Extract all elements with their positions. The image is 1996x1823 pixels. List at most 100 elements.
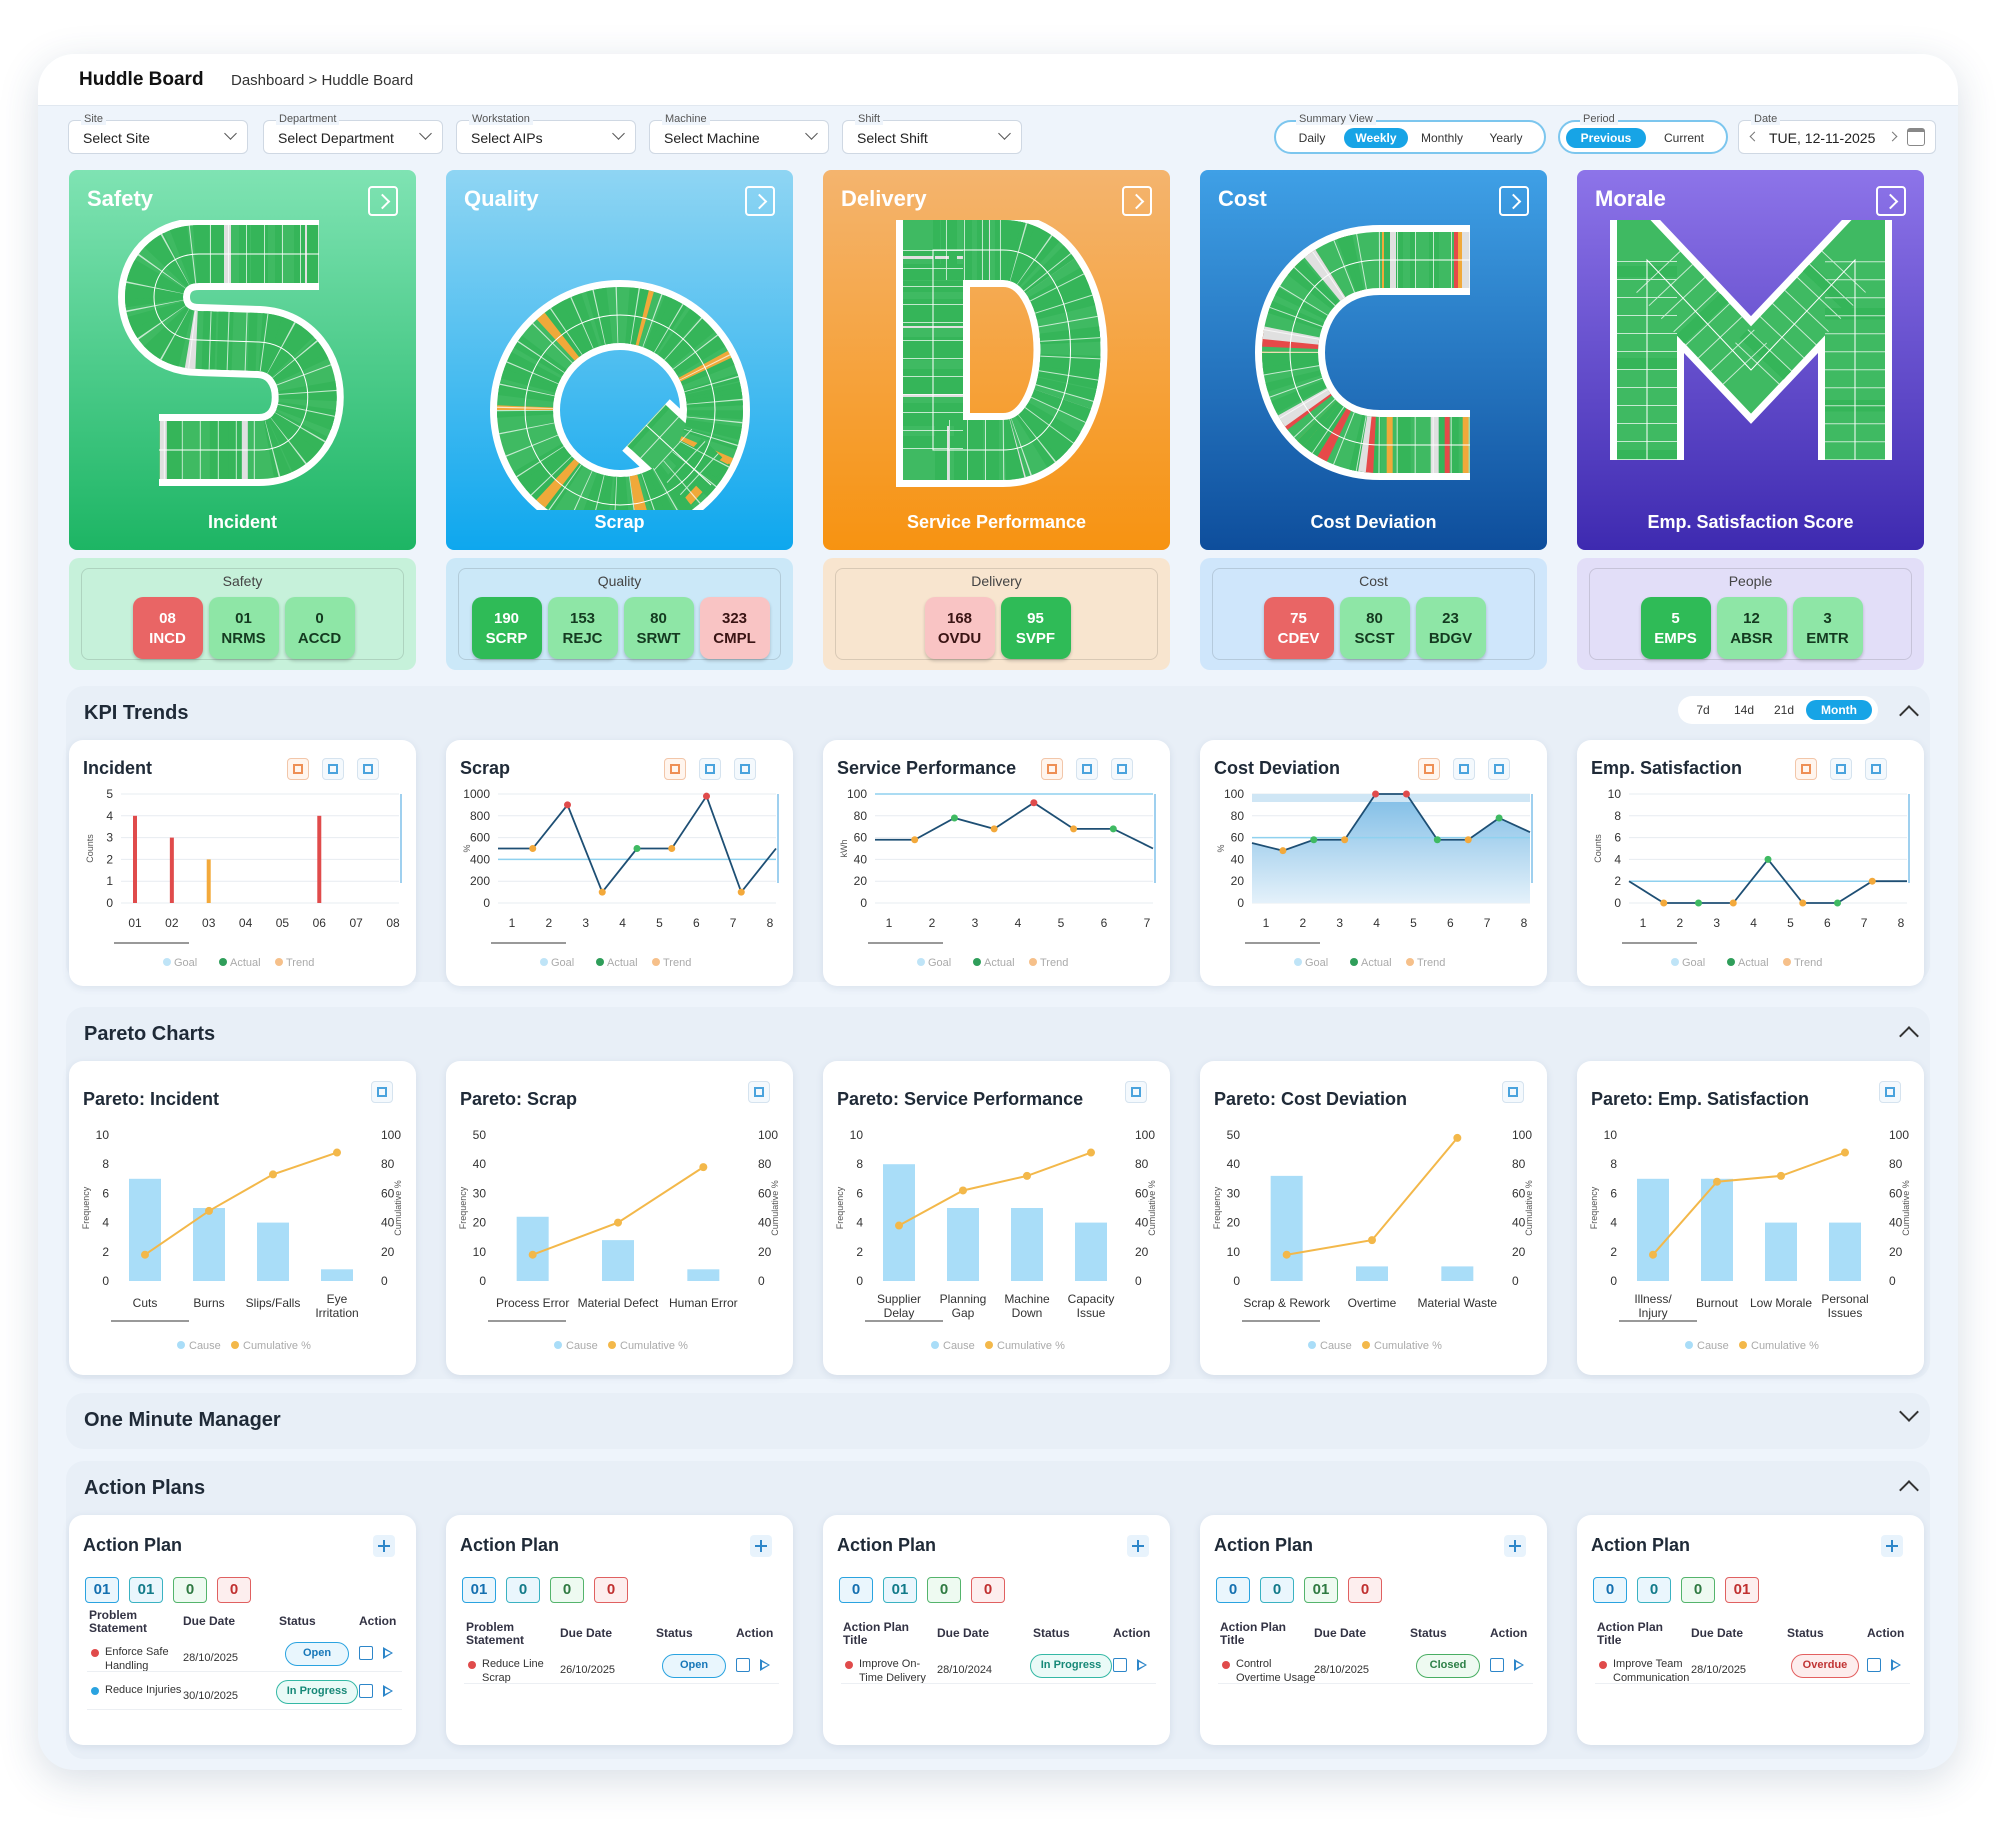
zoom-icon[interactable] [664,758,686,780]
cumulative-point[interactable] [1649,1250,1657,1259]
action-count-2[interactable]: 0 [506,1577,540,1603]
fullscreen-icon[interactable] [1502,1081,1524,1103]
status-badge[interactable]: Overdue [1791,1654,1859,1678]
bar[interactable] [206,859,211,903]
open-arrow-icon[interactable] [1499,186,1529,216]
action-count-3[interactable]: 0 [550,1577,584,1603]
add-action-icon[interactable] [750,1535,772,1557]
cumulative-point[interactable] [1368,1236,1376,1245]
pareto-bar[interactable] [257,1222,289,1281]
data-point[interactable] [564,801,571,809]
action-count-4[interactable]: 0 [971,1577,1005,1603]
cumulative-point[interactable] [141,1250,149,1259]
kpi-pill-bdgv[interactable]: 23 BDGV [1415,597,1486,659]
data-point[interactable] [1799,899,1807,907]
edit-icon[interactable] [1867,1658,1881,1672]
status-badge[interactable]: Open [662,1654,726,1678]
data-point[interactable] [1402,790,1410,798]
data-point[interactable] [1695,899,1702,907]
action-count-2[interactable]: 0 [1260,1577,1294,1603]
calendar-icon[interactable] [1907,128,1925,146]
kpi-pill-incd[interactable]: 08 INCD [132,597,203,659]
add-action-icon[interactable] [1504,1535,1526,1557]
data-point[interactable] [1660,899,1668,907]
data-point[interactable] [1372,790,1380,798]
filter-department[interactable]: Department Select Department [263,113,443,154]
kpi-pill-rejc[interactable]: 153 REJC [547,597,618,659]
pareto-bar[interactable] [193,1208,225,1281]
data-point[interactable] [529,845,537,852]
kpi-pill-emps[interactable]: 5 EMPS [1640,597,1711,659]
tile-delivery[interactable]: Delivery Service Performance [823,170,1170,550]
action-count-3[interactable]: 0 [927,1577,961,1603]
cumulative-point[interactable] [1713,1177,1721,1186]
prev-date-icon[interactable] [1749,131,1760,142]
period-option-current[interactable]: Current [1663,131,1704,145]
pareto-bar[interactable] [1356,1266,1388,1281]
action-count-1[interactable]: 0 [1593,1577,1627,1603]
data-point[interactable] [1464,836,1472,844]
data-point[interactable] [1834,899,1841,907]
fullscreen-icon[interactable] [1830,758,1852,780]
chart-type-icon[interactable] [734,758,756,780]
tile-cost[interactable]: Cost Cost Deviation [1200,170,1547,550]
data-point[interactable] [1030,799,1038,807]
pareto-bar[interactable] [1637,1178,1669,1281]
action-count-4[interactable]: 0 [594,1577,628,1603]
pareto-bar[interactable] [1701,1178,1733,1281]
edit-icon[interactable] [359,1646,373,1660]
edit-icon[interactable] [736,1658,750,1672]
status-badge[interactable]: Closed [1416,1654,1480,1678]
chevron-down-icon[interactable] [805,127,818,140]
summary-view-option-daily[interactable]: Daily [1298,131,1326,145]
status-badge[interactable]: Open [285,1642,349,1666]
collapse-kpi-icon[interactable] [1899,705,1919,725]
play-icon[interactable] [1514,1659,1524,1671]
kpi-pill-cdev[interactable]: 75 CDEV [1263,597,1334,659]
cumulative-point[interactable] [699,1163,708,1172]
expand-one-minute-icon[interactable] [1899,1402,1919,1422]
collapse-pareto-icon[interactable] [1899,1026,1919,1046]
pareto-bar[interactable] [1441,1266,1474,1281]
action-count-2[interactable]: 01 [883,1577,917,1603]
kpi-pill-cmpl[interactable]: 323 CMPL [699,597,770,659]
pareto-bar[interactable] [1270,1175,1303,1281]
tile-safety[interactable]: Safety Incident [69,170,416,550]
pareto-bar[interactable] [129,1178,161,1281]
add-action-icon[interactable] [1127,1535,1149,1557]
open-arrow-icon[interactable] [1122,186,1152,216]
data-point[interactable] [1433,836,1441,844]
data-point[interactable] [1310,836,1318,844]
kpi-pill-scrp[interactable]: 190 SCRP [471,597,542,659]
summary-view-option-yearly[interactable]: Yearly [1489,131,1523,145]
next-date-icon[interactable] [1887,131,1898,142]
pareto-bar[interactable] [321,1269,353,1281]
summary-view-option-monthly[interactable]: Monthly [1420,131,1464,145]
cumulative-point[interactable] [614,1218,622,1227]
filter-workstation[interactable]: Workstation Select AIPs [456,113,636,154]
data-point[interactable] [1070,825,1078,833]
action-count-2[interactable]: 01 [129,1577,163,1603]
data-point[interactable] [1341,836,1349,844]
data-point[interactable] [633,845,641,852]
zoom-icon[interactable] [1418,758,1440,780]
period-option-previous[interactable]: Previous [1566,128,1646,148]
data-point[interactable] [1764,855,1772,863]
data-point[interactable] [950,814,958,822]
action-count-3[interactable]: 0 [173,1577,207,1603]
chevron-down-icon[interactable] [419,127,432,140]
zoom-icon[interactable] [1041,758,1063,780]
kpi-pill-srwt[interactable]: 80 SRWT [623,597,694,659]
data-point[interactable] [990,825,998,833]
add-action-icon[interactable] [373,1535,395,1557]
cumulative-point[interactable] [205,1206,213,1215]
play-icon[interactable] [383,1647,393,1659]
range-month[interactable]: Month [1806,700,1872,720]
chart-type-icon[interactable] [357,758,379,780]
open-arrow-icon[interactable] [368,186,398,216]
bar[interactable] [169,837,174,903]
action-count-1[interactable]: 01 [85,1577,119,1603]
kpi-range-toggle[interactable]: 7d 14d 21d Month [1678,696,1878,724]
action-count-2[interactable]: 0 [1637,1577,1671,1603]
fullscreen-icon[interactable] [748,1081,770,1103]
